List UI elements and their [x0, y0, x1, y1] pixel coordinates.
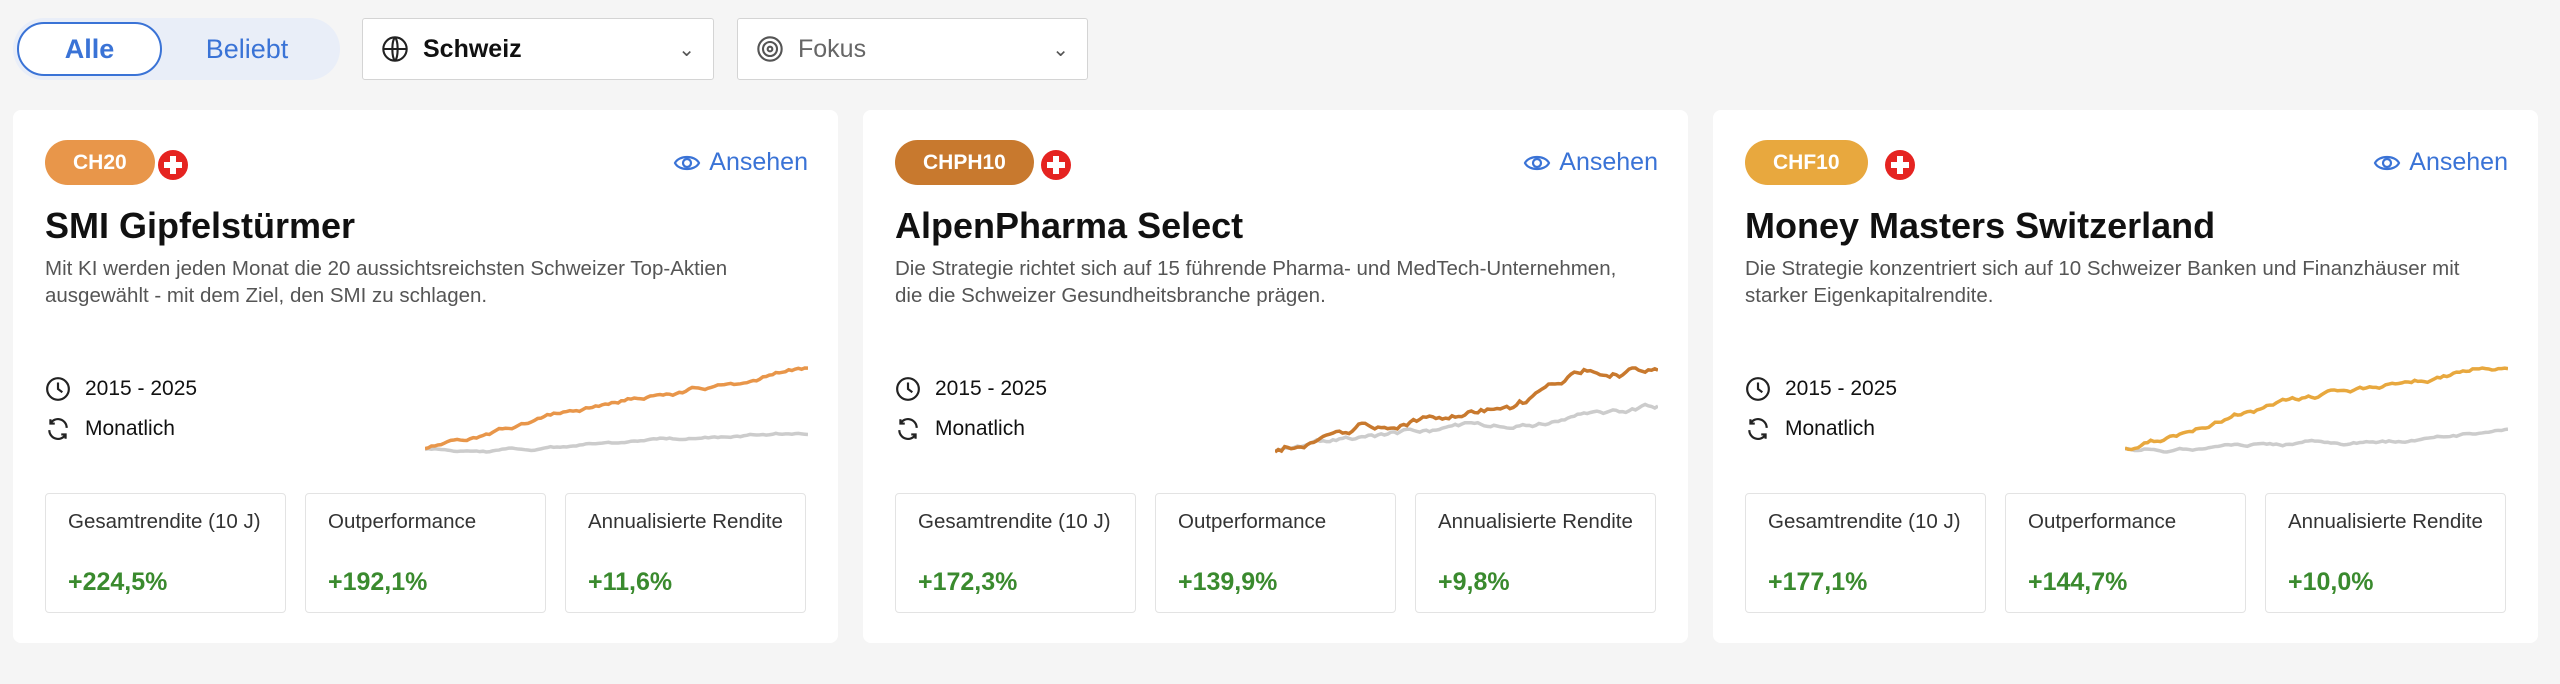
strategy-title: AlpenPharma Select — [895, 205, 1244, 246]
strategy-line — [425, 366, 808, 451]
stat-box: Outperformance +139,9% — [1155, 493, 1396, 613]
strategy-badge: CHPH10 — [895, 140, 1034, 185]
strategy-description: Die Strategie richtet sich auf 15 führen… — [895, 257, 1617, 307]
period-info: 2015 - 2025 — [1745, 376, 1897, 402]
view-label: Ansehen — [1559, 148, 1658, 176]
performance-sparkline — [2125, 366, 2508, 454]
stat-label: Outperformance — [328, 510, 477, 533]
globe-icon — [382, 36, 408, 62]
stat-box: Gesamtrendite (10 J) +224,5% — [45, 493, 286, 613]
eye-icon — [2374, 155, 2401, 170]
stat-value: +144,7% — [2028, 568, 2128, 596]
strategy-badge: CHF10 — [1745, 140, 1868, 185]
switzerland-flag-icon — [158, 150, 188, 180]
region-value: Schweiz — [423, 34, 522, 63]
view-label: Ansehen — [2409, 148, 2508, 176]
rebalance-info: Monatlich — [45, 416, 175, 442]
rebalance-text: Monatlich — [1785, 417, 1875, 440]
stat-box: Gesamtrendite (10 J) +172,3% — [895, 493, 1136, 613]
rebalance-info: Monatlich — [895, 416, 1025, 442]
period-text: 2015 - 2025 — [85, 377, 198, 400]
switzerland-flag-icon — [1041, 150, 1071, 180]
strategy-badge: CH20 — [45, 140, 155, 185]
refresh-icon — [1748, 418, 1768, 440]
stat-value: +224,5% — [68, 568, 168, 596]
period-text: 2015 - 2025 — [1785, 377, 1898, 400]
stat-label: Outperformance — [2028, 510, 2177, 533]
period-info: 2015 - 2025 — [45, 376, 197, 402]
strategy-card[interactable]: CHF10 Ansehen Money Masters Switzerland … — [1713, 110, 2538, 643]
target-icon — [757, 36, 783, 62]
stat-box: Annualisierte Rendite +9,8% — [1415, 493, 1656, 613]
strategy-description: Mit KI werden jeden Monat die 20 aussich… — [45, 257, 728, 307]
stat-label: Annualisierte Rendite — [588, 510, 783, 533]
strategy-line — [2125, 366, 2508, 452]
stat-box: Annualisierte Rendite +10,0% — [2265, 493, 2506, 613]
clock-icon — [1746, 377, 1770, 401]
benchmark-line — [2125, 427, 2508, 454]
view-button[interactable]: Ansehen — [2373, 148, 2508, 177]
stat-box: Outperformance +144,7% — [2005, 493, 2246, 613]
benchmark-line — [1275, 402, 1658, 453]
view-button[interactable]: Ansehen — [673, 148, 808, 177]
period-text: 2015 - 2025 — [935, 377, 1048, 400]
chevron-down-icon: ⌄ — [678, 38, 695, 61]
stat-value: +9,8% — [1438, 568, 1510, 596]
stat-value: +192,1% — [328, 568, 428, 596]
performance-sparkline — [1275, 366, 1658, 454]
region-dropdown[interactable]: Schweiz ⌄ — [362, 18, 714, 80]
stat-label: Outperformance — [1178, 510, 1327, 533]
stat-label: Annualisierte Rendite — [1438, 510, 1633, 533]
refresh-icon — [898, 418, 918, 440]
period-info: 2015 - 2025 — [895, 376, 1047, 402]
stat-value: +10,0% — [2288, 568, 2374, 596]
view-label: Ansehen — [709, 148, 808, 176]
strategy-title: Money Masters Switzerland — [1745, 205, 2216, 246]
strategy-description: Die Strategie konzentriert sich auf 10 S… — [1745, 257, 2460, 307]
focus-dropdown[interactable]: Fokus ⌄ — [737, 18, 1088, 80]
stat-label: Gesamtrendite (10 J) — [1768, 510, 1961, 533]
stat-value: +172,3% — [918, 568, 1018, 596]
view-button[interactable]: Ansehen — [1523, 148, 1658, 177]
rebalance-info: Monatlich — [1745, 416, 1875, 442]
stat-label: Gesamtrendite (10 J) — [918, 510, 1111, 533]
tab-alle[interactable]: Alle — [17, 22, 162, 76]
refresh-icon — [48, 418, 68, 440]
benchmark-line — [425, 431, 808, 454]
performance-sparkline — [425, 366, 808, 454]
stat-label: Annualisierte Rendite — [2288, 510, 2483, 533]
stat-box: Outperformance +192,1% — [305, 493, 546, 613]
strategy-line — [1275, 366, 1658, 454]
stat-value: +177,1% — [1768, 568, 1868, 596]
strategy-title: SMI Gipfelstürmer — [45, 205, 356, 246]
tab-beliebt[interactable]: Beliebt — [205, 33, 289, 64]
stat-value: +139,9% — [1178, 568, 1278, 596]
stat-box: Annualisierte Rendite +11,6% — [565, 493, 806, 613]
eye-icon — [1524, 155, 1551, 170]
clock-icon — [46, 377, 70, 401]
rebalance-text: Monatlich — [935, 417, 1025, 440]
clock-icon — [896, 377, 920, 401]
stat-value: +11,6% — [588, 568, 673, 596]
switzerland-flag-icon — [1885, 150, 1915, 180]
strategy-card[interactable]: CHPH10 Ansehen AlpenPharma Select Die St… — [863, 110, 1688, 643]
stat-box: Gesamtrendite (10 J) +177,1% — [1745, 493, 1986, 613]
strategy-card[interactable]: CH20 Ansehen SMI Gipfelstürmer Mit KI we… — [13, 110, 838, 643]
focus-placeholder: Fokus — [798, 34, 867, 63]
chevron-down-icon: ⌄ — [1052, 38, 1069, 61]
view-toggle: Alle Beliebt — [13, 18, 340, 80]
stat-label: Gesamtrendite (10 J) — [68, 510, 261, 533]
rebalance-text: Monatlich — [85, 417, 175, 440]
eye-icon — [674, 155, 701, 170]
